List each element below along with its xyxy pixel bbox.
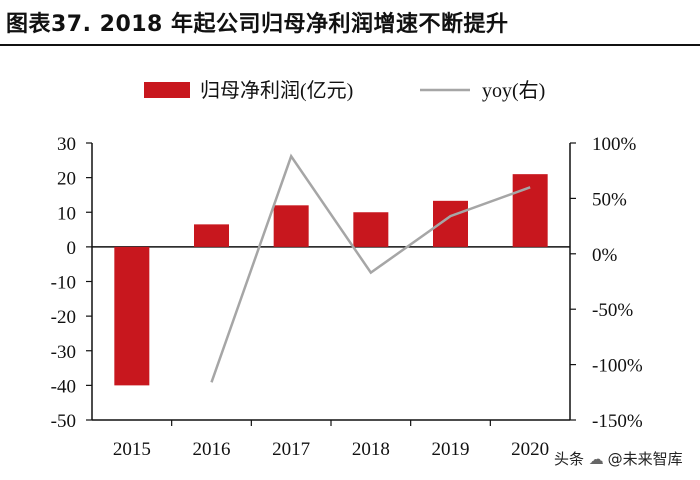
x-tick-label: 2017 (272, 439, 310, 460)
legend-label-line: yoy(右) (482, 79, 545, 102)
x-tick-label: 2016 (193, 439, 231, 460)
y-right-tick-label: 0% (592, 245, 618, 266)
watermark: 头条 ☁ @未来智库 (554, 448, 683, 469)
series-line-yoy (210, 153, 531, 383)
plot-area: 30 20 10 0 -10 -20 -30 -40 -50 100% 50% 0% -50% -100%… (51, 134, 643, 460)
figure-title: 图表37. 2018 年起公司归母净利润增速不断提升 (6, 12, 509, 37)
watermark-handle: @未来智库 (607, 450, 683, 468)
bar (194, 224, 229, 247)
x-tick-label: 2015 (113, 439, 151, 460)
y-left-tick-label: -30 (51, 342, 76, 363)
y-left-tick-label: 10 (57, 203, 76, 224)
y-left-tick-label: 0 (67, 238, 77, 259)
y-right-tick-label: -100% (592, 356, 643, 377)
legend-label-bar: 归母净利润(亿元) (200, 79, 353, 102)
y-right-tick-label: 50% (592, 189, 627, 210)
legend: 归母净利润(亿元) yoy(右) (144, 79, 545, 102)
y-left-tick-label: -40 (51, 376, 76, 397)
y-left-tick-label: -50 (51, 411, 76, 432)
bar (273, 205, 309, 247)
wechat-icon: ☁ (588, 450, 604, 468)
bar (353, 212, 389, 247)
x-tick-label: 2020 (511, 439, 549, 460)
bar (512, 174, 548, 247)
y-left-tick-label: -10 (51, 273, 76, 294)
watermark-prefix: 头条 (554, 450, 585, 468)
legend-swatch-bar (144, 82, 190, 98)
title-rule (0, 44, 700, 46)
bar (114, 246, 150, 386)
x-tick-label: 2018 (352, 439, 390, 460)
y-right-tick-label: 100% (592, 134, 637, 155)
y-right-tick-label: -150% (592, 411, 643, 432)
y-left-tick-label: 30 (57, 134, 76, 155)
y-right-tick-label: -50% (592, 300, 633, 321)
y-left-tick-label: -20 (51, 307, 76, 328)
x-tick-label: 2019 (432, 439, 470, 460)
y-left-tick-label: 20 (57, 169, 76, 190)
